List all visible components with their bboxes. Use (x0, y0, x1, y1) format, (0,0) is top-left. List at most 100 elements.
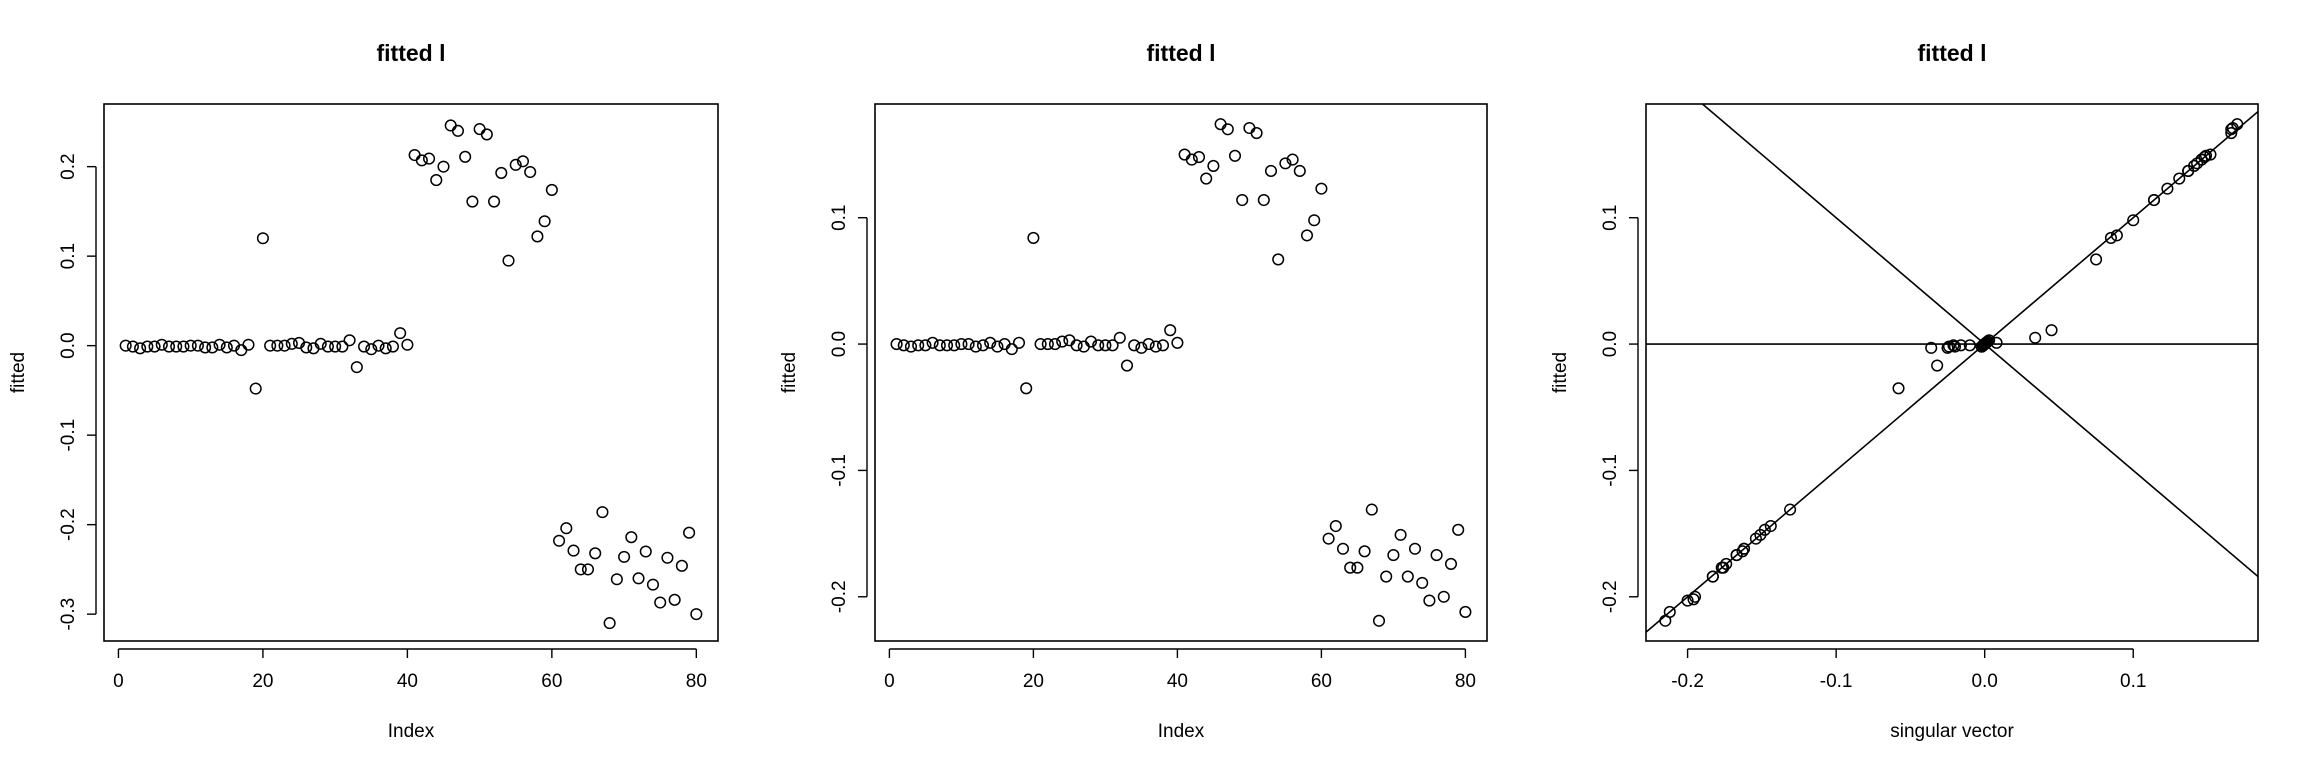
x-axis: 0 20 40 60 80 (113, 648, 707, 692)
y-tick-label: -0.1 (58, 419, 79, 452)
data-point (480, 128, 493, 141)
data-point (919, 339, 932, 352)
data-point (264, 339, 277, 352)
data-point (126, 340, 139, 353)
y-tick-label: 0.1 (1600, 205, 1621, 231)
data-point (1681, 594, 1694, 607)
data-points (1659, 118, 2244, 627)
data-point (538, 215, 551, 228)
data-point (423, 152, 436, 165)
y-axis: -0.2 -0.1 0.0 0.1 (1600, 205, 1639, 613)
data-point (509, 158, 522, 171)
data-point (1272, 253, 1285, 266)
data-point (661, 551, 674, 564)
data-point (567, 544, 580, 557)
data-point (516, 155, 530, 168)
data-point (1764, 519, 1777, 533)
data-point (1977, 339, 1990, 352)
x-tick-label: 40 (1167, 671, 1188, 692)
data-point (1027, 231, 1040, 244)
data-point (2045, 324, 2058, 337)
x-tick-label: -0.2 (1671, 671, 1704, 692)
data-point (430, 174, 443, 187)
data-point (170, 340, 183, 353)
chart-title: fitted l (377, 40, 446, 66)
data-point (1156, 339, 1170, 352)
data-point (668, 593, 681, 606)
y-tick-label: -0.2 (58, 508, 79, 541)
data-point (495, 166, 508, 179)
data-point (1380, 570, 1393, 583)
x-tick-label: 80 (1455, 671, 1476, 692)
data-point (1925, 341, 1938, 354)
data-point (1784, 503, 1797, 516)
y-tick-label: -0.1 (1600, 454, 1621, 487)
data-point (1056, 335, 1069, 348)
plot-frame (103, 103, 719, 642)
data-point (451, 124, 465, 137)
data-point (314, 337, 327, 350)
x-tick-label: 60 (1311, 671, 1332, 692)
data-point (300, 341, 313, 354)
y-axis: -0.2 -0.1 0.0 0.1 (829, 205, 868, 613)
data-point (1459, 605, 1472, 618)
data-point (1387, 549, 1400, 562)
data-point (2029, 331, 2042, 344)
x-axis-label: Index (388, 721, 435, 742)
data-point (976, 339, 990, 352)
data-point (1990, 336, 2003, 349)
data-point (199, 341, 212, 354)
y-tick-label: 0.0 (1600, 331, 1621, 357)
data-points (119, 119, 703, 630)
data-point (618, 550, 631, 563)
x-axis-label: singular vector (1890, 721, 2014, 742)
data-point (1063, 334, 1076, 347)
data-point (1954, 339, 1967, 352)
data-point (1221, 123, 1234, 136)
data-point (632, 572, 645, 585)
y-tick-label: -0.3 (58, 598, 79, 631)
data-point (343, 334, 356, 347)
data-point (690, 608, 703, 621)
data-point (119, 339, 132, 352)
data-point (545, 183, 558, 196)
data-point (1279, 157, 1292, 170)
data-point (1293, 164, 1306, 178)
data-point (141, 340, 154, 353)
data-point (955, 338, 968, 351)
data-point (639, 545, 652, 558)
data-point (184, 339, 197, 352)
data-point (2195, 153, 2208, 166)
data-point (610, 573, 623, 586)
data-point (1308, 214, 1321, 227)
data-point (2104, 231, 2117, 244)
data-point (1401, 570, 1414, 583)
data-point (1214, 118, 1227, 131)
y-tick-label: -0.2 (1600, 580, 1621, 613)
data-point (466, 195, 479, 208)
data-point (394, 327, 407, 340)
data-point (596, 506, 609, 519)
panel-3: -0.2 -0.1 0.0 0.1 -0.2 -0.1 0.0 0.1 fitted l sing… (1550, 40, 2259, 742)
data-point (1228, 149, 1242, 162)
data-point (1092, 339, 1105, 352)
x-tick-label: 20 (252, 671, 273, 692)
data-point (1444, 557, 1458, 570)
data-point (148, 340, 161, 353)
x-tick-label: -0.1 (1820, 671, 1853, 692)
data-point (1365, 503, 1378, 516)
x-tick-label: 0.0 (1971, 671, 1997, 692)
data-point (1236, 193, 1249, 207)
data-point (625, 531, 638, 544)
data-point (1437, 590, 1450, 603)
x-axis-label: Index (1158, 721, 1205, 742)
data-point (271, 339, 284, 352)
data-point (1106, 339, 1119, 352)
data-point (191, 339, 204, 352)
data-point (2226, 121, 2239, 135)
data-point (1171, 336, 1184, 349)
data-point (249, 382, 262, 395)
data-point (213, 338, 226, 351)
data-point (940, 339, 954, 352)
